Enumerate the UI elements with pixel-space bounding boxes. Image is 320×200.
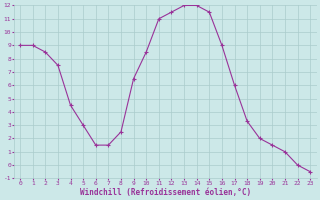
X-axis label: Windchill (Refroidissement éolien,°C): Windchill (Refroidissement éolien,°C)	[80, 188, 251, 197]
